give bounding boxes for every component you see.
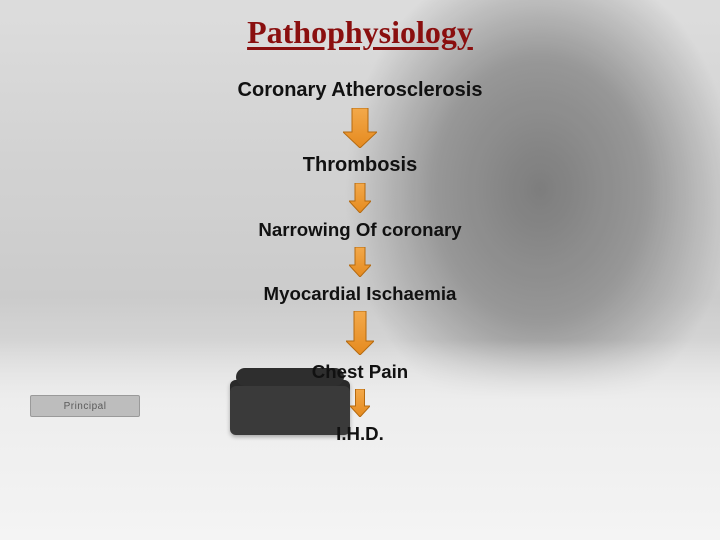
- flow-step: Chest Pain: [312, 361, 408, 383]
- down-arrow-icon: [349, 247, 371, 277]
- down-arrow-icon: [350, 389, 370, 417]
- down-arrow-icon: [349, 183, 371, 213]
- slide-title: Pathophysiology: [0, 14, 720, 51]
- flow-step: Thrombosis: [303, 154, 417, 177]
- down-arrow-icon: [343, 108, 377, 148]
- slide: Pathophysiology Coronary Atherosclerosis…: [0, 0, 720, 540]
- flow-step: Myocardial Ischaemia: [264, 283, 457, 305]
- pathophysiology-flowchart: Coronary Atherosclerosis Thrombosis Narrow…: [0, 79, 720, 445]
- down-arrow-icon: [346, 311, 374, 355]
- flow-step: Coronary Atherosclerosis: [238, 79, 483, 102]
- flow-step: Narrowing Of coronary: [258, 219, 461, 241]
- flow-step: I.H.D.: [336, 423, 384, 445]
